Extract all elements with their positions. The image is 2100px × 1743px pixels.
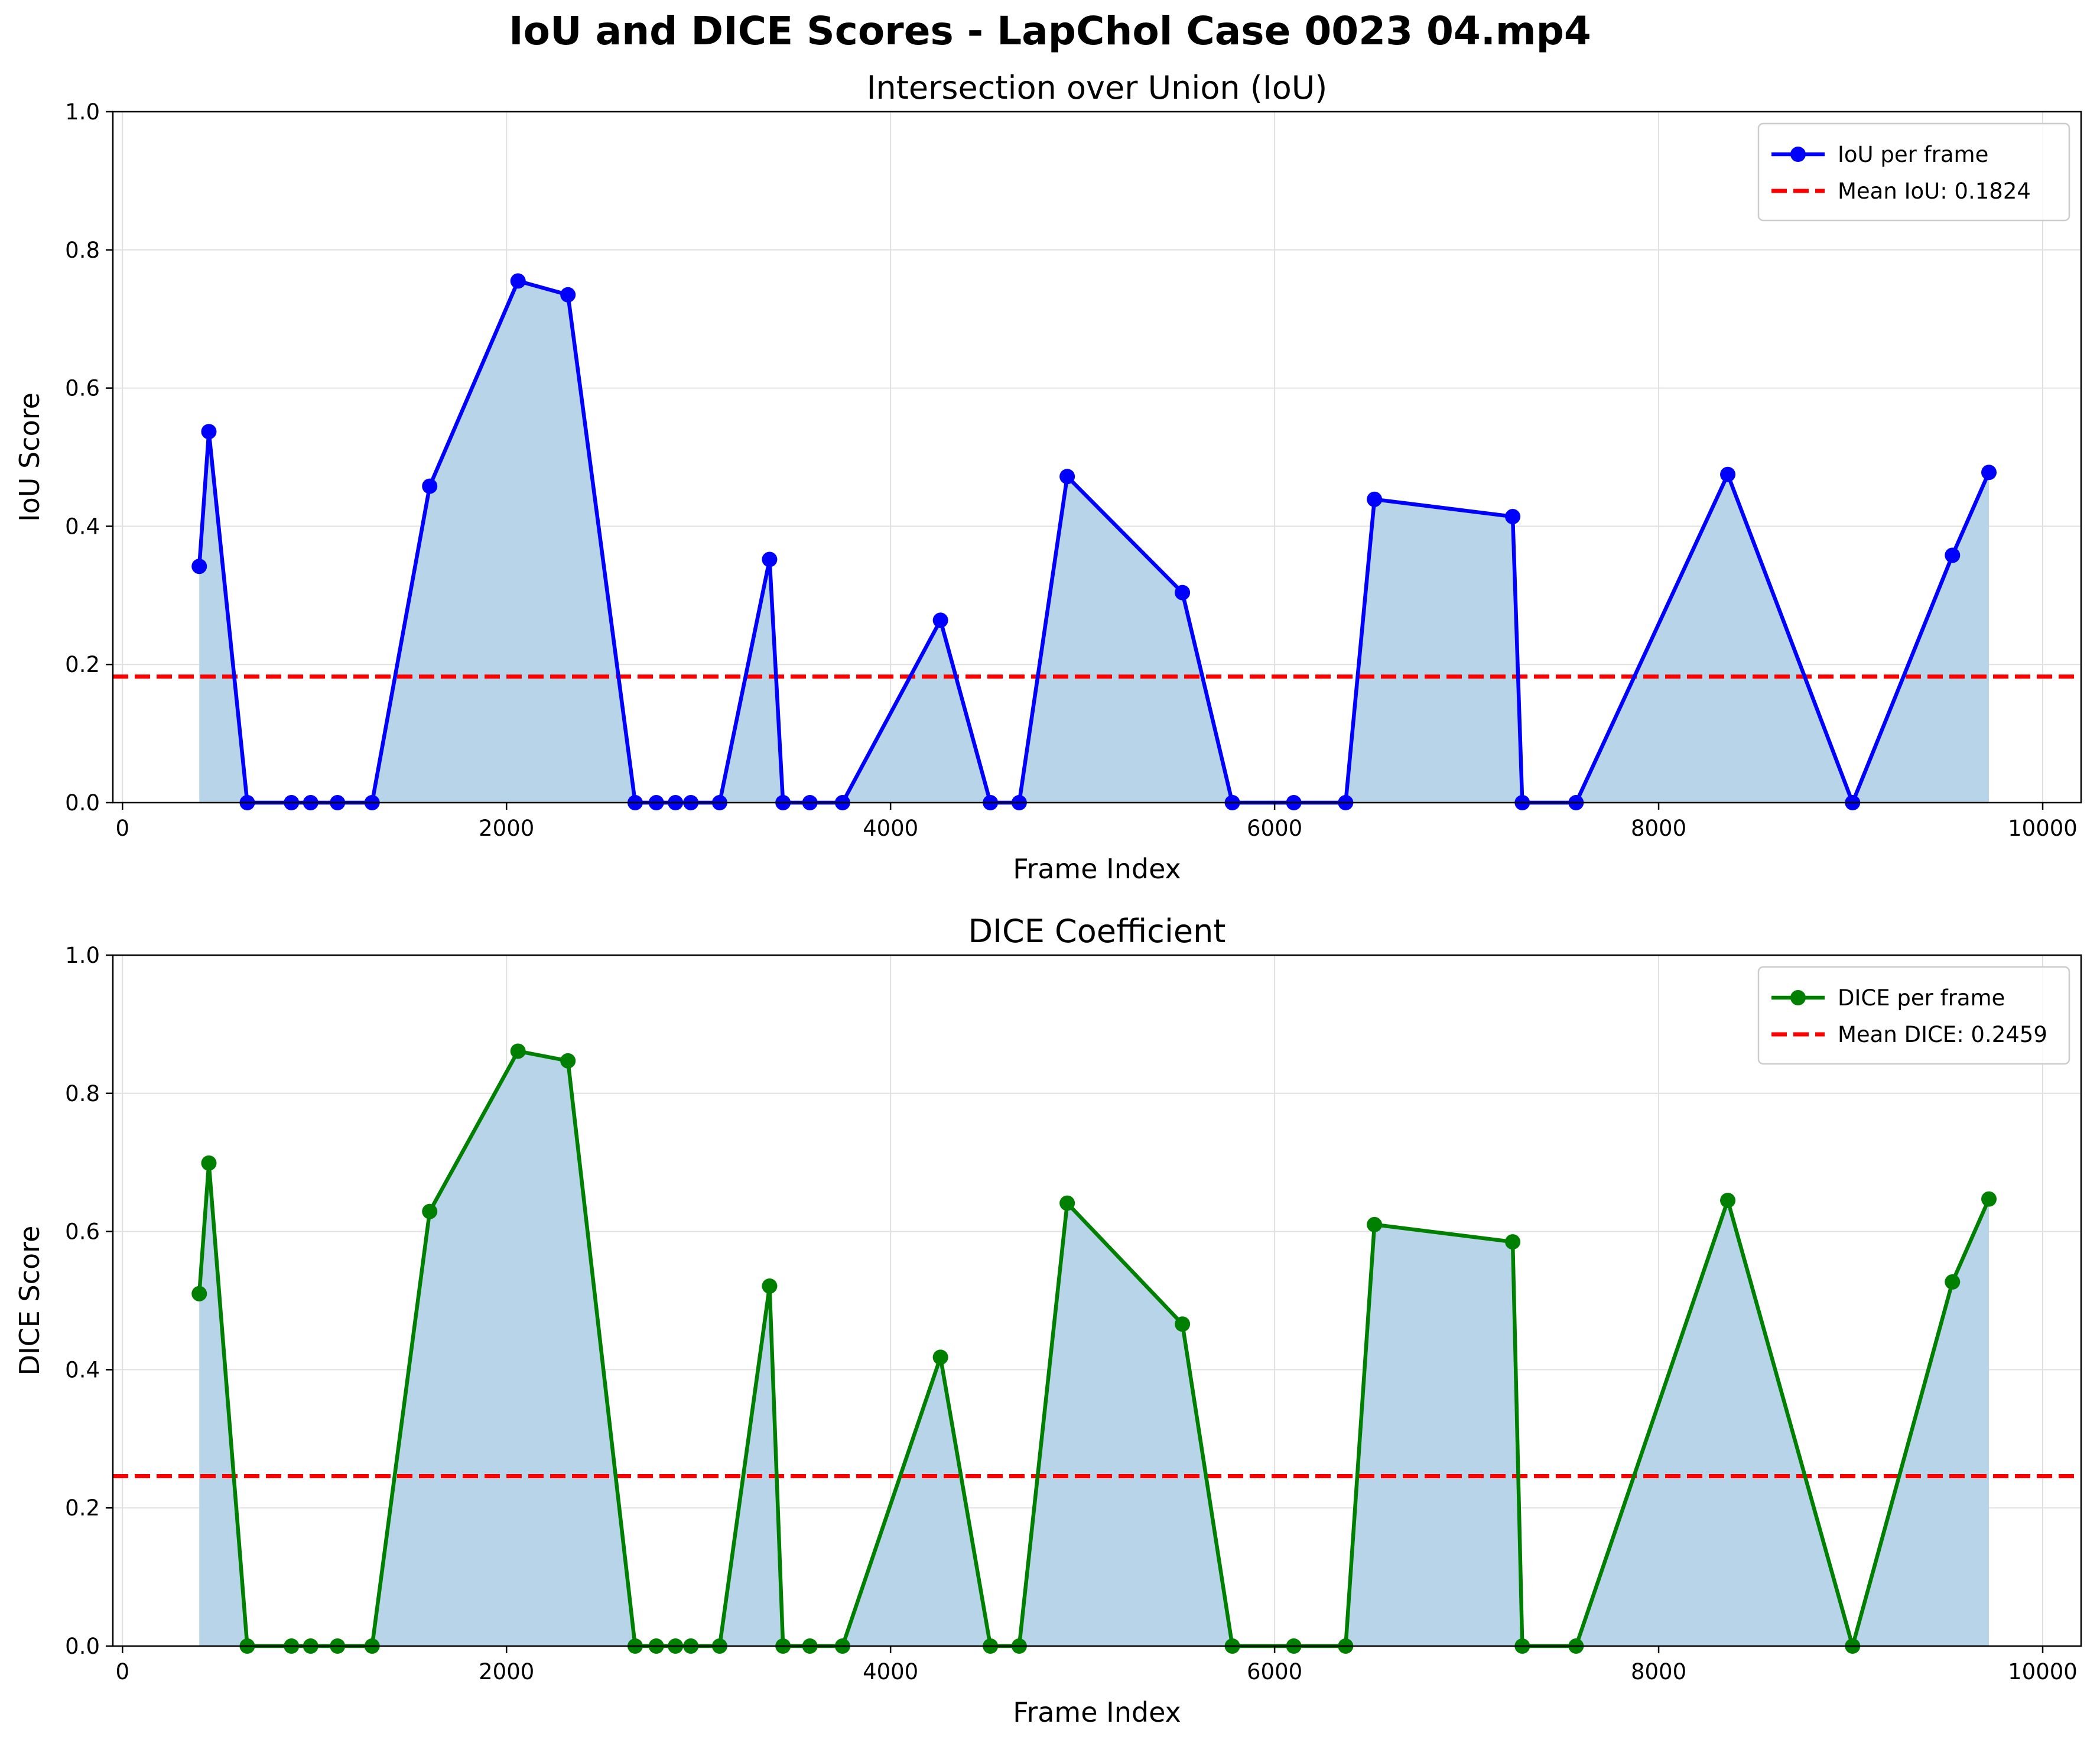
dice-x-axis-label: Frame Index bbox=[1013, 1696, 1181, 1728]
y-tick-label: 0.4 bbox=[65, 514, 100, 539]
x-tick-label: 8000 bbox=[1631, 816, 1686, 841]
x-tick-label: 4000 bbox=[863, 816, 918, 841]
dice-data-point bbox=[932, 1349, 948, 1365]
iou-data-point bbox=[560, 287, 576, 303]
y-tick-label: 0.4 bbox=[65, 1357, 100, 1382]
y-tick-label: 0.8 bbox=[65, 1081, 100, 1106]
dice-y-axis-label: DICE Score bbox=[14, 1226, 45, 1376]
y-tick-label: 0.6 bbox=[65, 376, 100, 401]
iou-data-point bbox=[762, 551, 778, 567]
dice-data-point bbox=[1505, 1234, 1521, 1250]
dice-data-point bbox=[1720, 1192, 1736, 1208]
iou-data-point bbox=[422, 478, 438, 494]
x-tick-label: 10000 bbox=[2008, 816, 2078, 841]
dice-data-point bbox=[201, 1155, 217, 1171]
x-tick-label: 6000 bbox=[1247, 816, 1302, 841]
iou-data-point bbox=[1505, 509, 1521, 525]
dice-legend bbox=[1757, 966, 2070, 1065]
x-tick-label: 2000 bbox=[479, 1659, 534, 1684]
dice-chart: 0 2000 4000 6000 8000 10000 0.0 0.2 0.4 0.6 0.8 1.0… bbox=[14, 913, 2082, 1728]
dice-legend-marker-swatch bbox=[1790, 990, 1806, 1005]
x-tick-label: 6000 bbox=[1247, 1659, 1302, 1684]
iou-area-fill bbox=[199, 281, 1990, 803]
iou-data-point bbox=[191, 559, 207, 574]
y-tick-label: 0.8 bbox=[65, 238, 100, 263]
dice-data-point bbox=[762, 1278, 778, 1294]
iou-data-point bbox=[1720, 466, 1736, 482]
x-tick-label: 10000 bbox=[2008, 1659, 2078, 1684]
y-tick-label: 0.2 bbox=[65, 1495, 100, 1521]
dice-subplot-title: DICE Coefficient bbox=[968, 913, 1226, 950]
iou-legend-series-label: IoU per frame bbox=[1838, 142, 1988, 167]
dice-legend-series-label: DICE per frame bbox=[1838, 985, 2005, 1011]
iou-data-point bbox=[1367, 491, 1383, 507]
iou-legend-marker-swatch bbox=[1790, 147, 1806, 162]
dice-data-point bbox=[1175, 1316, 1191, 1332]
y-tick-label: 1.0 bbox=[65, 99, 100, 125]
y-tick-label: 1.0 bbox=[65, 943, 100, 968]
dice-data-point bbox=[1981, 1191, 1997, 1207]
iou-data-point bbox=[1945, 547, 1961, 563]
iou-data-point bbox=[932, 612, 948, 628]
iou-chart: 0 2000 4000 6000 8000 10000 0.0 0.2 0.4 0.6 0.8 1.0… bbox=[14, 69, 2082, 885]
y-tick-label: 0.6 bbox=[65, 1219, 100, 1245]
dice-area-fill bbox=[199, 1051, 1990, 1646]
x-tick-label: 8000 bbox=[1631, 1659, 1686, 1684]
dice-data-point bbox=[422, 1203, 438, 1219]
iou-legend bbox=[1757, 122, 2070, 222]
x-tick-label: 2000 bbox=[479, 816, 534, 841]
dice-data-point bbox=[1945, 1274, 1961, 1290]
iou-legend-mean-label: Mean IoU: 0.1824 bbox=[1838, 178, 2031, 204]
iou-data-point bbox=[1175, 585, 1191, 601]
iou-data-point bbox=[510, 273, 526, 289]
x-tick-label: 4000 bbox=[863, 1659, 918, 1684]
iou-axes-frame bbox=[112, 111, 2082, 804]
iou-data-point bbox=[1059, 469, 1075, 485]
dice-legend-mean-label: Mean DICE: 0.2459 bbox=[1838, 1022, 2047, 1047]
dice-data-point bbox=[1059, 1195, 1075, 1211]
y-tick-label: 0.0 bbox=[65, 790, 100, 816]
dice-data-point bbox=[510, 1043, 526, 1059]
x-tick-label: 0 bbox=[115, 1659, 129, 1684]
iou-subplot-title: Intersection over Union (IoU) bbox=[867, 69, 1328, 106]
dice-axes-frame bbox=[112, 954, 2082, 1647]
x-tick-label: 0 bbox=[115, 816, 129, 841]
y-tick-label: 0.2 bbox=[65, 652, 100, 677]
iou-x-axis-label: Frame Index bbox=[1013, 853, 1181, 885]
iou-y-axis-label: IoU Score bbox=[14, 392, 45, 522]
iou-data-point bbox=[201, 424, 217, 440]
dice-data-point bbox=[191, 1286, 207, 1301]
dice-data-point bbox=[560, 1053, 576, 1069]
iou-data-point bbox=[1981, 465, 1997, 481]
dice-data-point bbox=[1367, 1216, 1383, 1232]
figure-title: IoU and DICE Scores - LapChol Case 0023 … bbox=[509, 8, 1591, 54]
y-tick-label: 0.0 bbox=[65, 1634, 100, 1659]
